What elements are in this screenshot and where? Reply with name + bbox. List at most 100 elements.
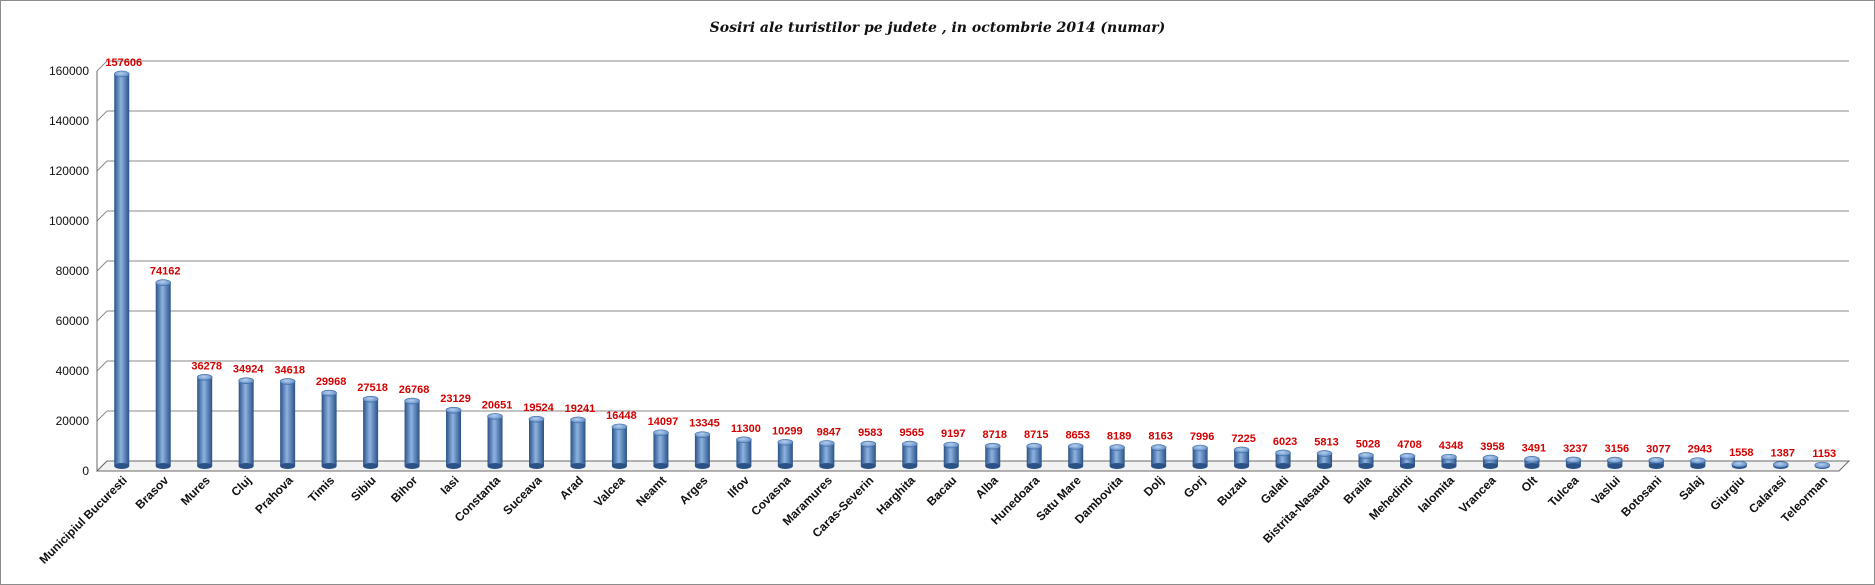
x-tick-label: Giurgiu: [1707, 473, 1747, 513]
data-label: 157606: [105, 57, 142, 69]
y-tick-label: 140000: [49, 114, 89, 128]
x-tick-label: Constanta: [452, 473, 504, 525]
x-tick-label: Botosani: [1618, 473, 1664, 519]
data-label: 9583: [858, 427, 882, 439]
bar: [694, 431, 711, 469]
bar: [362, 395, 379, 469]
data-label: 7996: [1190, 431, 1214, 443]
bar: [155, 279, 172, 469]
bar: [1026, 442, 1043, 469]
bar: [196, 374, 213, 469]
x-tick-label: Braila: [1341, 473, 1375, 507]
bar: [1772, 461, 1789, 469]
y-tick-label: 20000: [56, 414, 90, 428]
x-tick-label: Alba: [973, 473, 1002, 502]
x-tick-label: Ilfov: [725, 473, 753, 501]
data-label: 19524: [523, 402, 554, 414]
x-tick-label: Calarasi: [1746, 473, 1789, 516]
x-tick-label: Buzau: [1214, 473, 1249, 508]
data-label: 11300: [731, 423, 761, 435]
data-label: 36278: [191, 360, 222, 372]
data-label: 3958: [1480, 441, 1504, 453]
x-tick-label: Municipiul Bucuresti: [37, 473, 130, 566]
gridline-depth: [96, 260, 108, 272]
bar: [1441, 453, 1457, 469]
bar: [1648, 457, 1665, 469]
bar: [611, 423, 628, 469]
x-tick-label: Vrancea: [1456, 473, 1499, 516]
data-label: 7225: [1231, 433, 1255, 445]
gridline-depth: [96, 310, 108, 322]
data-label: 9197: [941, 428, 965, 440]
x-tick-label: Arges: [677, 473, 711, 507]
data-label: 8718: [982, 429, 1006, 441]
bar: [113, 70, 130, 469]
gridline-depth: [96, 110, 108, 122]
x-tick-label: Cluj: [228, 473, 254, 499]
bar: [445, 406, 462, 469]
x-tick-label: Galati: [1258, 473, 1291, 506]
bar: [1731, 460, 1748, 469]
y-tick-label: 0: [82, 464, 89, 478]
data-label: 3156: [1605, 443, 1629, 455]
bar: [943, 441, 960, 469]
bar: [404, 397, 420, 469]
data-label: 19241: [565, 403, 596, 415]
bar: [1690, 457, 1706, 469]
bar: [1358, 452, 1374, 469]
bar: [1067, 443, 1084, 469]
data-label: 6023: [1273, 436, 1297, 448]
x-tick-label: Bihor: [388, 473, 420, 505]
gridline-depth: [96, 410, 108, 422]
bar: [736, 436, 752, 469]
bar: [901, 440, 918, 469]
gridline-depth: [96, 360, 108, 372]
data-label: 20651: [482, 399, 513, 411]
gridline-depth: [96, 60, 108, 72]
bar: [279, 378, 296, 469]
data-label: 9565: [900, 427, 924, 439]
bar: [653, 429, 669, 469]
x-tick-label: Brasov: [133, 473, 172, 512]
data-label: 23129: [440, 393, 471, 405]
x-tick-label: Iasi: [438, 473, 462, 497]
y-tick-label: 60000: [56, 314, 90, 328]
data-label: 4348: [1439, 440, 1463, 452]
bar: [777, 438, 794, 469]
data-label: 16448: [606, 410, 637, 422]
x-tick-label: Olt: [1518, 473, 1540, 495]
x-tick-label: Mures: [178, 473, 213, 508]
y-tick-label: 80000: [56, 264, 90, 278]
data-label: 8715: [1024, 429, 1048, 441]
bar: [321, 389, 337, 469]
x-tick-label: Tulcea: [1545, 473, 1581, 509]
bar: [1399, 452, 1416, 469]
x-tick-label: Salaj: [1676, 473, 1706, 503]
data-label: 10299: [772, 425, 803, 437]
chart-floor: [95, 460, 1851, 472]
data-label: 8189: [1107, 431, 1131, 443]
bar: [1524, 455, 1540, 469]
bar: [1150, 444, 1167, 469]
x-tick-label: Gorj: [1181, 473, 1208, 500]
data-label: 13345: [689, 418, 720, 430]
x-tick-label: Valcea: [591, 473, 628, 510]
data-label: 9847: [817, 426, 841, 438]
x-tick-label: Prahova: [252, 473, 296, 517]
x-tick-label: Sibiu: [348, 473, 379, 504]
y-tick-label: 40000: [56, 364, 90, 378]
data-label: 34924: [233, 364, 264, 376]
data-label: 2943: [1688, 444, 1712, 456]
gridline-depth: [96, 160, 108, 172]
x-tick-label: Harghita: [874, 473, 919, 518]
x-tick-label: Suceava: [500, 473, 545, 518]
data-label: 4708: [1397, 439, 1421, 451]
bar: [819, 440, 835, 469]
data-label: 5028: [1356, 438, 1380, 450]
chart-title: Sosiri ale turistilor pe judete , in oct…: [709, 20, 1166, 36]
data-label: 3077: [1646, 443, 1670, 455]
data-label: 34618: [274, 364, 305, 376]
data-label: 26768: [399, 384, 430, 396]
bar: [1109, 444, 1125, 469]
